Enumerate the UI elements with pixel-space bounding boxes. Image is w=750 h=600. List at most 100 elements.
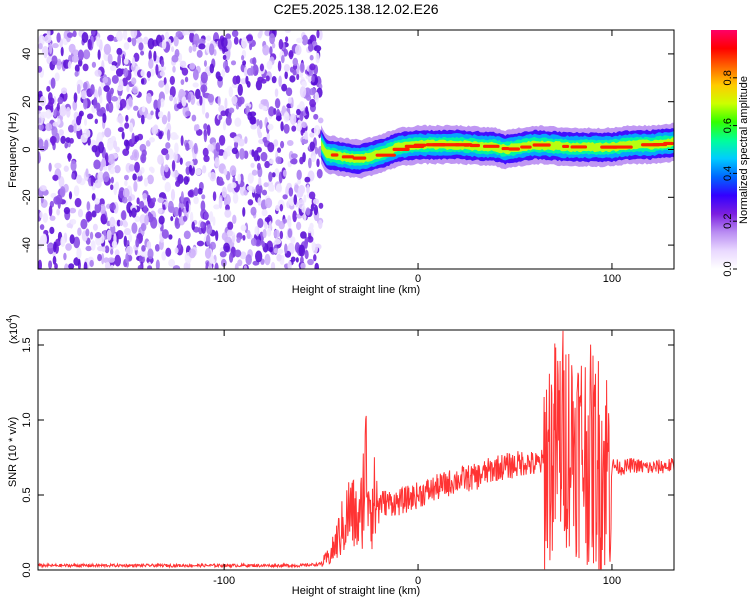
spectrogram-noise-blob bbox=[107, 164, 112, 171]
spectrogram-noise-blob bbox=[124, 180, 128, 187]
spectrogram-noise-blob bbox=[264, 160, 270, 169]
spectrogram-noise-blob bbox=[85, 228, 90, 237]
spectrogram-noise-blob bbox=[301, 138, 309, 144]
spectrogram-noise-blob bbox=[283, 112, 290, 122]
spectrogram-noise-blob bbox=[68, 124, 75, 133]
spectrogram-xlabel: Height of straight line (km) bbox=[292, 284, 420, 296]
spectrogram-noise-blob bbox=[125, 114, 129, 122]
spectrogram-noise-blob bbox=[159, 70, 166, 77]
spectrogram-noise-blob bbox=[143, 36, 149, 45]
spectrogram-noise-blob bbox=[313, 204, 319, 216]
spectrogram-noise-blob bbox=[175, 180, 181, 187]
spectrogram-noise-blob bbox=[97, 49, 101, 60]
spectrogram-noise-blob bbox=[237, 97, 243, 107]
spectrogram-noise-blob bbox=[113, 140, 118, 150]
spectrogram-noise-blob bbox=[238, 138, 245, 147]
spectrogram-noise-blob bbox=[60, 87, 68, 95]
spectrogram-noise-blob bbox=[245, 34, 254, 42]
spectrogram-noise-blob bbox=[191, 221, 195, 231]
spectrogram-noise-blob bbox=[94, 202, 102, 214]
spectrogram-noise-blob bbox=[221, 69, 226, 78]
spectrogram-noise-blob bbox=[185, 142, 190, 152]
spectrogram-noise-blob bbox=[158, 131, 163, 140]
spectrogram-noise-blob bbox=[273, 238, 282, 245]
spectrogram-noise-blob bbox=[250, 237, 257, 246]
spectrogram-noise-blob bbox=[200, 71, 208, 84]
spectrogram-noise-blob bbox=[140, 114, 145, 125]
spectrogram-noise-blob bbox=[38, 151, 41, 164]
spectrogram-noise-blob bbox=[166, 129, 171, 141]
spectrogram-noise-blob bbox=[125, 245, 133, 256]
spectrogram-image bbox=[38, 30, 674, 269]
spectrogram-noise-blob bbox=[191, 114, 197, 122]
spectrogram-noise-blob bbox=[214, 262, 219, 269]
snr-ticks: -100 0 100 0.0 0.5 1.0 1.5 bbox=[21, 330, 674, 587]
spectrogram-noise-blob bbox=[288, 49, 294, 60]
spectrogram-noise-blob bbox=[308, 191, 316, 200]
spectrogram-noise-blob bbox=[131, 222, 138, 234]
spectrogram-signal-peak bbox=[562, 144, 570, 149]
spectrogram-noise-blob bbox=[253, 150, 259, 162]
spectrogram-noise-blob bbox=[91, 210, 97, 218]
spectrogram-noise-blob bbox=[203, 130, 208, 143]
spectrogram-noise-blob bbox=[299, 156, 304, 165]
spectrogram-noise-blob bbox=[291, 125, 297, 132]
spectrogram-noise-blob bbox=[209, 211, 214, 223]
spectrogram-noise-blob bbox=[56, 208, 60, 216]
spectrogram-noise-blob bbox=[229, 165, 237, 177]
spectrogram-noise-blob bbox=[122, 219, 128, 226]
spectrogram-noise-blob bbox=[180, 79, 185, 85]
spectrogram-noise-blob bbox=[147, 38, 155, 50]
spectrogram-noise-blob bbox=[66, 106, 71, 118]
spectrogram-noise-blob bbox=[147, 211, 152, 220]
spectrogram-noise-blob bbox=[198, 38, 206, 45]
spectrogram-noise-blob bbox=[42, 212, 49, 223]
spectrogram-signal-band bbox=[321, 137, 674, 163]
spectrogram-noise-blob bbox=[207, 143, 214, 152]
spectrogram-noise-blob bbox=[256, 118, 260, 127]
spectrogram-noise-blob bbox=[296, 108, 301, 116]
spectrogram-noise-blob bbox=[152, 197, 157, 203]
spectrogram-noise-blob bbox=[276, 253, 282, 262]
spectrogram-noise-blob bbox=[83, 261, 88, 269]
spectrogram-noise-blob bbox=[103, 85, 110, 92]
spectrogram-signal-peak bbox=[532, 143, 551, 147]
spectrogram-noise-blob bbox=[269, 33, 276, 45]
spectrogram-noise-blob bbox=[231, 147, 239, 155]
spectrogram-noise-blob bbox=[68, 191, 73, 200]
spectrogram-noise-blob bbox=[104, 261, 111, 269]
spectrogram-noise-blob bbox=[227, 221, 234, 231]
spectrogram-noise-blob bbox=[236, 237, 241, 243]
spectrogram-noise-blob bbox=[140, 69, 146, 77]
spectrogram-noise-blob bbox=[86, 113, 94, 120]
spectrogram-noise-blob bbox=[97, 253, 102, 262]
spectrogram-noise-blob bbox=[93, 159, 101, 170]
spectrogram-noise-blob bbox=[196, 49, 203, 58]
spectrogram-noise-blob bbox=[218, 114, 223, 121]
spectrogram-noise-blob bbox=[283, 123, 290, 134]
spectrogram-noise-blob bbox=[138, 42, 144, 51]
spectrogram-noise-blob bbox=[183, 207, 187, 216]
spectrogram-noise-blob bbox=[69, 234, 75, 245]
spectrogram-noise-blob bbox=[237, 173, 241, 185]
spectrogram-noise-blob bbox=[51, 126, 58, 137]
spectrogram-noise-blob bbox=[101, 246, 106, 253]
spectrogram-noise-blob bbox=[304, 130, 308, 140]
spectrogram-noise-blob bbox=[133, 135, 140, 142]
spectrogram-noise-blob bbox=[66, 32, 74, 38]
spectrogram-noise-blob bbox=[125, 252, 129, 264]
spectrogram-noise-blob bbox=[195, 88, 201, 100]
spectrogram-noise-blob bbox=[80, 90, 87, 100]
spectrogram-noise-blob bbox=[275, 115, 282, 121]
spectrogram-noise-blob bbox=[218, 197, 223, 209]
spectrogram-noise-blob bbox=[228, 107, 235, 114]
spectrogram-noise-blob bbox=[164, 164, 169, 173]
spectrogram-signal-peak bbox=[392, 147, 410, 151]
spectrogram-noise-blob bbox=[109, 248, 114, 255]
spectrogram-noise-blob bbox=[287, 97, 292, 104]
spectrogram-noise-blob bbox=[148, 137, 156, 143]
spectrogram-noise-blob bbox=[161, 251, 167, 261]
spectrogram-noise-blob bbox=[198, 43, 206, 50]
spectrogram-noise-blob bbox=[172, 265, 181, 269]
spectrogram-noise-blob bbox=[318, 219, 323, 230]
